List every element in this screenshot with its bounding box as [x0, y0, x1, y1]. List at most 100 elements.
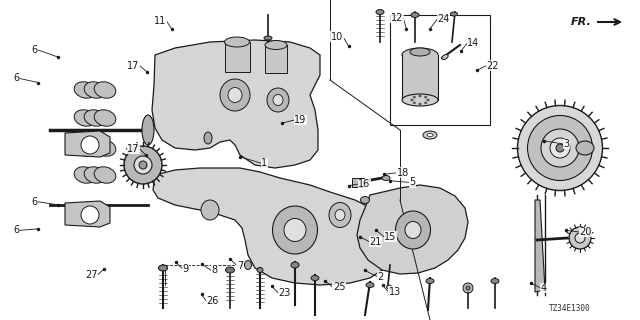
Ellipse shape — [84, 110, 106, 126]
Ellipse shape — [527, 116, 593, 180]
Polygon shape — [153, 168, 395, 285]
Ellipse shape — [423, 131, 437, 139]
Ellipse shape — [265, 41, 287, 50]
Text: 11: 11 — [154, 16, 166, 26]
Text: 18: 18 — [397, 168, 409, 178]
Bar — [352, 178, 364, 187]
Ellipse shape — [541, 129, 579, 167]
Text: 7: 7 — [237, 260, 243, 271]
Ellipse shape — [410, 99, 413, 101]
Ellipse shape — [410, 48, 430, 56]
Ellipse shape — [463, 283, 473, 293]
Ellipse shape — [264, 36, 272, 40]
Text: 6: 6 — [31, 196, 37, 207]
Ellipse shape — [225, 267, 234, 273]
Text: 3: 3 — [563, 139, 570, 149]
Ellipse shape — [74, 167, 96, 183]
Ellipse shape — [424, 96, 427, 99]
Ellipse shape — [74, 140, 96, 156]
Ellipse shape — [413, 101, 416, 104]
Text: 15: 15 — [384, 232, 396, 242]
Text: 20: 20 — [579, 227, 591, 237]
Ellipse shape — [382, 175, 390, 180]
Ellipse shape — [204, 132, 212, 144]
Text: 6: 6 — [31, 44, 37, 55]
Ellipse shape — [576, 141, 594, 155]
Ellipse shape — [419, 103, 422, 105]
Ellipse shape — [402, 94, 438, 106]
Text: 8: 8 — [211, 265, 218, 276]
Ellipse shape — [139, 161, 147, 169]
Ellipse shape — [94, 82, 116, 98]
Text: 21: 21 — [369, 236, 381, 247]
Text: 13: 13 — [388, 287, 401, 297]
Text: 14: 14 — [467, 38, 479, 48]
Text: 17: 17 — [127, 144, 140, 154]
Ellipse shape — [225, 37, 250, 47]
Ellipse shape — [451, 12, 458, 16]
Ellipse shape — [84, 82, 106, 98]
Text: 27: 27 — [85, 269, 98, 280]
Text: FR.: FR. — [572, 17, 592, 27]
Ellipse shape — [244, 260, 252, 269]
Ellipse shape — [466, 286, 470, 290]
Ellipse shape — [94, 167, 116, 183]
Ellipse shape — [94, 140, 116, 156]
Text: TZ34E1300: TZ34E1300 — [549, 304, 591, 313]
Ellipse shape — [267, 88, 289, 112]
Ellipse shape — [257, 268, 263, 273]
Text: 17: 17 — [127, 60, 140, 71]
Ellipse shape — [84, 167, 106, 183]
Text: 6: 6 — [13, 73, 19, 84]
Ellipse shape — [405, 221, 421, 238]
Bar — [402, 55, 438, 100]
Text: 26: 26 — [206, 296, 218, 306]
Ellipse shape — [575, 233, 585, 243]
Polygon shape — [65, 131, 110, 157]
Text: 12: 12 — [391, 12, 403, 23]
Ellipse shape — [81, 206, 99, 224]
Ellipse shape — [419, 95, 422, 97]
Ellipse shape — [74, 110, 96, 126]
Ellipse shape — [424, 101, 427, 104]
Ellipse shape — [335, 210, 345, 220]
Bar — [225, 42, 250, 72]
Ellipse shape — [411, 12, 419, 18]
Ellipse shape — [142, 115, 154, 145]
Ellipse shape — [569, 227, 591, 249]
Ellipse shape — [124, 146, 162, 184]
Text: 1: 1 — [261, 158, 268, 168]
Text: 10: 10 — [331, 32, 343, 42]
Ellipse shape — [426, 99, 429, 101]
Text: 9: 9 — [182, 264, 189, 274]
Ellipse shape — [74, 82, 96, 98]
Ellipse shape — [311, 276, 319, 281]
Ellipse shape — [402, 48, 438, 62]
Ellipse shape — [220, 79, 250, 111]
Ellipse shape — [228, 87, 242, 102]
Text: 22: 22 — [486, 60, 499, 71]
Ellipse shape — [360, 196, 369, 204]
Ellipse shape — [291, 262, 299, 268]
Bar — [265, 45, 287, 73]
Ellipse shape — [491, 278, 499, 284]
Polygon shape — [152, 40, 320, 168]
Ellipse shape — [387, 285, 392, 289]
Text: 2: 2 — [378, 272, 384, 282]
Ellipse shape — [81, 136, 99, 154]
Ellipse shape — [159, 265, 168, 271]
Text: 6: 6 — [13, 225, 19, 236]
Ellipse shape — [376, 10, 384, 14]
Ellipse shape — [426, 278, 434, 284]
Bar — [390, 15, 490, 125]
Polygon shape — [357, 185, 468, 274]
Text: 4: 4 — [541, 283, 547, 293]
Ellipse shape — [273, 206, 317, 254]
Ellipse shape — [84, 140, 106, 156]
Ellipse shape — [329, 203, 351, 228]
Polygon shape — [65, 201, 110, 227]
Ellipse shape — [427, 133, 433, 137]
Text: 25: 25 — [333, 282, 346, 292]
Text: 19: 19 — [294, 115, 307, 125]
Text: 23: 23 — [278, 288, 291, 298]
